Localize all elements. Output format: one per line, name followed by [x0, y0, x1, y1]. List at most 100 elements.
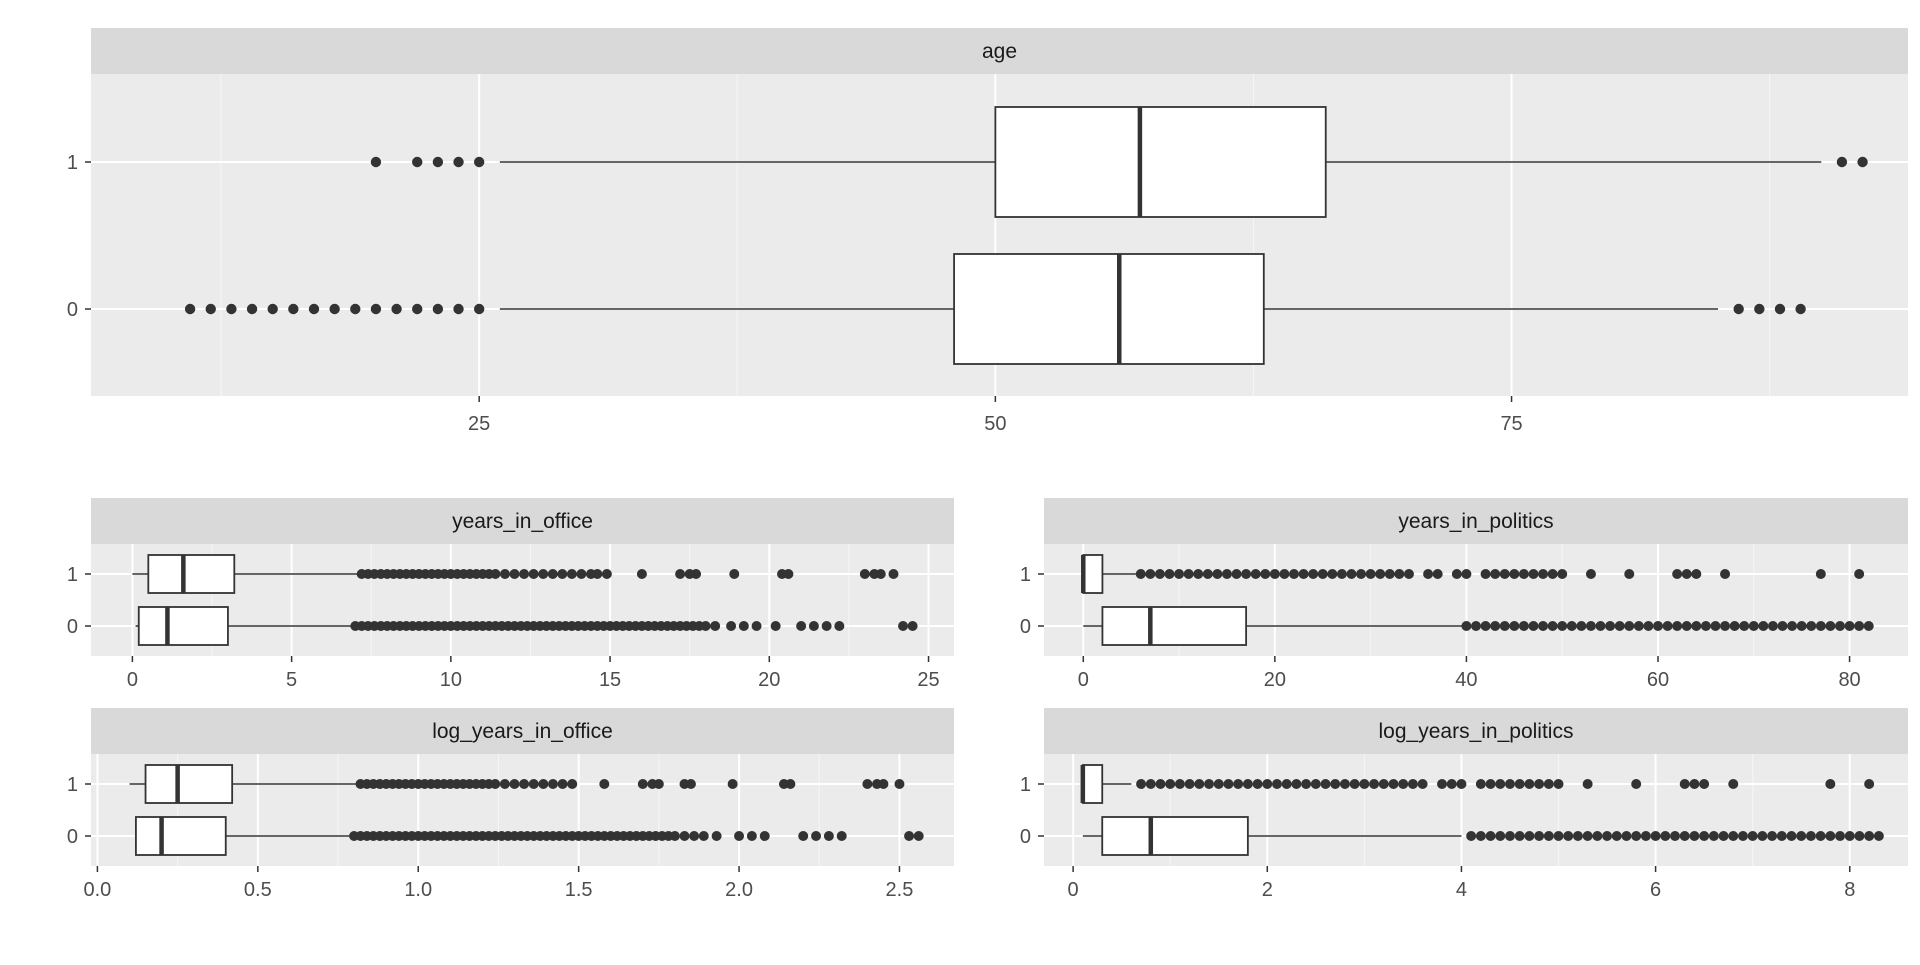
outlier-point [1504, 831, 1515, 841]
x-tick-label: 0 [127, 669, 138, 691]
facet-strip-label: years_in_politics [1398, 510, 1553, 533]
outlier-point [698, 831, 709, 841]
outlier-point [1547, 621, 1558, 631]
outlier-point [1543, 831, 1554, 841]
outlier-point [1699, 831, 1710, 841]
outlier-point [1518, 621, 1529, 631]
outlier-point [1739, 621, 1750, 631]
outlier-point [859, 569, 870, 579]
outlier-point [1557, 621, 1568, 631]
outlier-point [1193, 569, 1204, 579]
outlier-point [1154, 569, 1165, 579]
outlier-point [1710, 621, 1721, 631]
x-tick-label: 0.0 [84, 879, 112, 901]
outlier-point [751, 621, 762, 631]
outlier-point [1624, 569, 1635, 579]
outlier-point [1480, 621, 1491, 631]
outlier-point [689, 831, 700, 841]
outlier-point [1825, 831, 1836, 841]
outlier-point [1233, 779, 1244, 789]
outlier-point [811, 831, 822, 841]
outlier-point [1767, 621, 1778, 631]
outlier-point [1640, 831, 1651, 841]
outlier-point [1375, 569, 1386, 579]
outlier-point [1212, 569, 1223, 579]
outlier-point [1796, 621, 1807, 631]
outlier-point [1466, 831, 1477, 841]
outlier-point [1758, 621, 1769, 631]
outlier-point [1394, 569, 1405, 579]
outlier-point [1378, 779, 1389, 789]
box-category-0 [1082, 816, 1884, 856]
outlier-point [1485, 831, 1496, 841]
outlier-point [1652, 621, 1663, 631]
outlier-point [1699, 779, 1710, 789]
outlier-point [1456, 779, 1467, 789]
outlier-point [1631, 831, 1642, 841]
facet-strip [91, 498, 954, 544]
outlier-point [1528, 569, 1539, 579]
outlier-point [1451, 569, 1462, 579]
outlier-point [1553, 779, 1564, 789]
outlier-point [823, 831, 834, 841]
outlier-point [1563, 831, 1574, 841]
outlier-point [205, 303, 216, 315]
outlier-point [1547, 569, 1558, 579]
outlier-point [1729, 621, 1740, 631]
outlier-point [453, 303, 464, 315]
outlier-point [1317, 569, 1328, 579]
outlier-point [1689, 779, 1700, 789]
outlier-point [246, 303, 258, 315]
outlier-point [473, 303, 485, 315]
outlier-point [1407, 779, 1418, 789]
outlier-point [637, 779, 648, 789]
outlier-point [391, 303, 402, 315]
outlier-point [785, 779, 796, 789]
outlier-point [288, 303, 299, 315]
outlier-point [675, 569, 686, 579]
box-category-0 [184, 253, 1806, 365]
outlier-point [691, 569, 702, 579]
outlier-point [1864, 779, 1875, 789]
outlier-point [1384, 569, 1395, 579]
outlier-point [412, 303, 423, 315]
outlier-point [1398, 779, 1409, 789]
y-tick-label: 1 [67, 152, 78, 174]
outlier-point [1621, 831, 1632, 841]
outlier-point [1787, 621, 1798, 631]
outlier-point [1514, 831, 1525, 841]
x-tick-label: 50 [984, 413, 1006, 435]
outlier-point [1221, 569, 1232, 579]
outlier-point [1145, 779, 1156, 789]
outlier-point [1346, 569, 1357, 579]
iqr-box [1101, 606, 1248, 646]
x-tick-label: 10 [440, 669, 462, 691]
outlier-point [1480, 569, 1491, 579]
outlier-point [267, 303, 278, 315]
outlier-point [1582, 779, 1593, 789]
iqr-box [144, 764, 234, 804]
x-tick-label: 0 [1068, 879, 1079, 901]
iqr-box [137, 606, 229, 646]
outlier-point [1857, 156, 1868, 168]
outlier-point [1289, 569, 1300, 579]
outlier-point [1369, 779, 1380, 789]
outlier-point [499, 779, 510, 789]
outlier-point [538, 569, 549, 579]
outlier-point [567, 779, 578, 789]
outlier-point [473, 156, 485, 168]
outlier-point [1681, 621, 1692, 631]
outlier-point [370, 156, 382, 168]
outlier-point [1356, 569, 1367, 579]
outlier-point [729, 569, 740, 579]
outlier-point [1504, 779, 1515, 789]
outlier-point [1538, 621, 1549, 631]
outlier-point [1461, 621, 1472, 631]
facet-panel-age: age 25 50 75 0 1 [67, 28, 1908, 435]
outlier-point [519, 569, 530, 579]
outlier-point [1854, 831, 1865, 841]
facet-panel-years-in-politics: years_in_politics 0 20 40 60 80 0 1 [1020, 498, 1908, 691]
outlier-point [370, 303, 382, 315]
